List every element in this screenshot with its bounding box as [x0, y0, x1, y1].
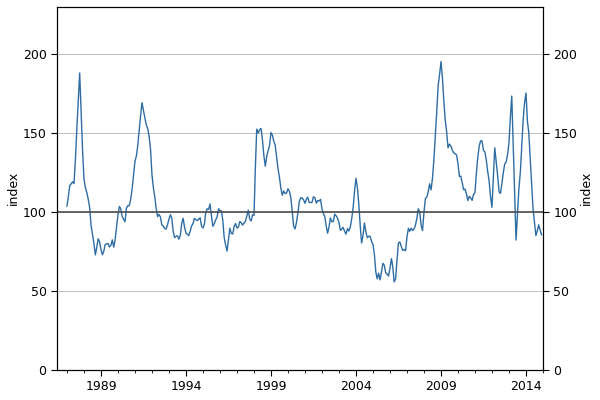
- Y-axis label: index: index: [580, 171, 593, 206]
- Y-axis label: index: index: [7, 171, 20, 206]
